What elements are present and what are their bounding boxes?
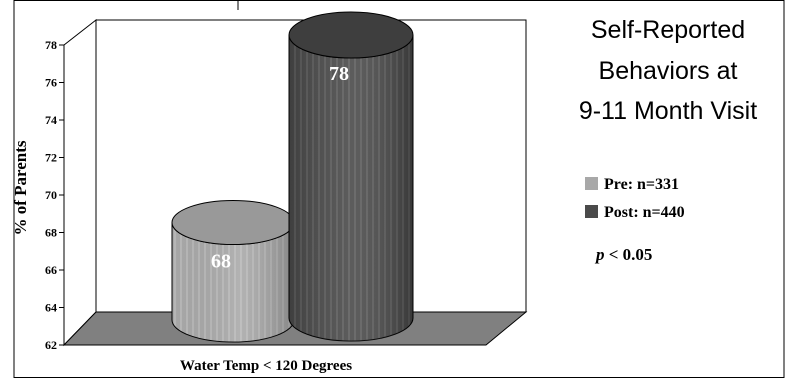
y-tick-label: 64 <box>45 301 57 315</box>
chart-title: Self-Reported Behaviors at 9-11 Month Vi… <box>579 16 757 125</box>
chart-title-line-3: 9-11 Month Visit <box>579 97 757 125</box>
p-value-annotation: p < 0.05 <box>594 245 652 264</box>
x-axis-label: Water Temp < 120 Degrees <box>180 358 352 374</box>
left-wall <box>63 18 97 347</box>
y-tick-label: 78 <box>45 38 57 52</box>
legend-swatch-post <box>585 205 598 218</box>
y-tick-label: 76 <box>45 76 57 90</box>
bar-top <box>171 200 295 245</box>
y-axis-label: % of Parents <box>11 140 30 235</box>
bar-value-label: 78 <box>329 63 349 85</box>
chart-title-line-1: Self-Reported <box>591 16 745 44</box>
p-value-italic: p <box>594 245 605 264</box>
bar-top <box>288 11 414 59</box>
y-tick-label: 74 <box>45 113 57 127</box>
y-tick-label: 70 <box>45 188 57 202</box>
bar-post: 78 <box>288 11 414 342</box>
legend: Pre: n=331 Post: n=440 <box>585 176 685 221</box>
bar-shade <box>172 222 294 342</box>
y-tick-label: 62 <box>45 338 57 352</box>
bars: 68 78 <box>171 11 414 343</box>
bar-value-label: 68 <box>211 251 231 273</box>
y-ticks: 62 64 66 68 70 72 74 76 78 <box>45 38 64 352</box>
bar-pre: 68 <box>171 200 295 343</box>
legend-label-post: Post: n=440 <box>604 204 685 221</box>
y-tick-label: 72 <box>45 151 57 165</box>
p-value-rest: < 0.05 <box>605 245 653 264</box>
legend-swatch-pre <box>585 177 598 190</box>
y-tick-label: 68 <box>45 226 57 240</box>
y-tick-label: 66 <box>45 263 57 277</box>
chart-title-line-2: Behaviors at <box>599 57 738 85</box>
legend-label-pre: Pre: n=331 <box>604 176 679 193</box>
bar-shade <box>289 35 413 341</box>
